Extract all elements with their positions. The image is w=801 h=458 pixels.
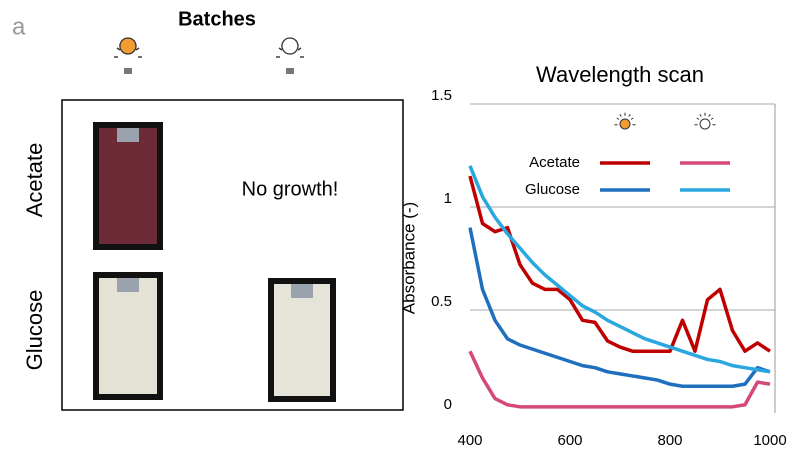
panel-label: a [12, 13, 26, 40]
legend-label: Acetate [529, 154, 580, 171]
bulb-off [695, 113, 716, 129]
y-axis-label: Absorbance (-) [399, 202, 418, 314]
chart-title: Wavelength scan [536, 62, 704, 87]
legend-label: Glucose [525, 181, 580, 198]
bottle-photo [93, 272, 163, 400]
x-tick-label: 1000 [753, 432, 786, 449]
row-label: Glucose [22, 290, 47, 371]
row-label: Acetate [22, 143, 47, 218]
y-tick-label: 1 [444, 190, 452, 207]
figure: a Batches Acetate Glucose No growth! Wav… [0, 0, 801, 453]
batches-title: Batches [178, 8, 256, 30]
bulb-on [615, 113, 636, 129]
y-tick-label: 1.5 [431, 87, 452, 104]
bottle-photo [93, 122, 163, 250]
note: No growth! [242, 178, 339, 200]
bulb-on [114, 38, 142, 74]
x-tick-label: 600 [557, 432, 582, 449]
y-tick-label: 0.5 [431, 293, 452, 310]
bottle-photo [268, 278, 336, 402]
series-line [470, 351, 770, 407]
y-tick-label: 0 [444, 396, 452, 413]
bulb-off [276, 38, 304, 74]
x-tick-label: 400 [457, 432, 482, 449]
x-tick-label: 800 [657, 432, 682, 449]
